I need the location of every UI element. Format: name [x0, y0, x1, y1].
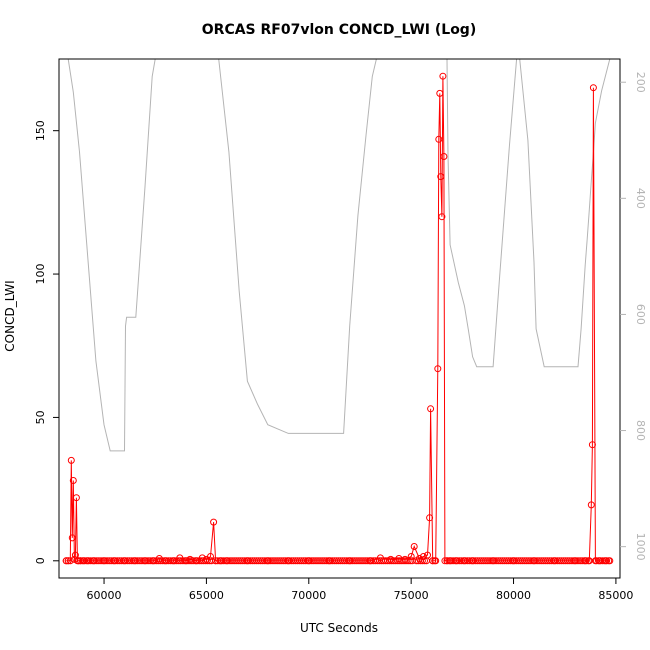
concd-point [346, 557, 354, 565]
concd-point [438, 213, 446, 221]
concd-point [210, 518, 218, 526]
concd-point [440, 153, 448, 160]
concd-point [415, 555, 423, 562]
concd-point [606, 557, 614, 565]
concd-point [469, 557, 477, 565]
concd-point [432, 557, 440, 565]
concd-point [62, 557, 70, 565]
concd-point [207, 553, 214, 560]
concd-point [434, 365, 442, 373]
concd-point [149, 557, 157, 565]
concd-point [581, 557, 589, 565]
concd-point [424, 551, 431, 559]
x-tick-label: 60000 [87, 589, 122, 602]
concd-point [68, 534, 76, 542]
concd-point [429, 557, 437, 565]
concd-point [427, 405, 435, 413]
concd-point [75, 557, 82, 565]
concd-point [170, 557, 178, 565]
concd-point [305, 557, 313, 565]
concd-point [510, 557, 517, 565]
chart-title: ORCAS RF07vlon CONCD_LWI (Log) [202, 22, 476, 38]
concd-point [198, 554, 206, 562]
concd-point [192, 557, 200, 565]
concd-point [602, 557, 610, 565]
secondary-series-line [65, 58, 611, 452]
concd-point [387, 555, 395, 563]
y2-tick-label: 800 [634, 420, 647, 441]
y2-tick-label: 400 [634, 188, 647, 209]
x-tick-label: 75000 [394, 589, 429, 602]
concd-point [141, 557, 149, 565]
x-tick-label: 65000 [189, 589, 224, 602]
concd-point [426, 514, 434, 522]
concd-point [69, 477, 77, 484]
concd-point [452, 557, 460, 565]
concd-point [110, 557, 118, 565]
concd-point [460, 557, 468, 565]
concd-point [77, 557, 84, 565]
concd-point [591, 557, 599, 565]
concd-point [176, 554, 184, 562]
concd-point [80, 557, 88, 565]
y-tick-label: 0 [34, 557, 47, 564]
y2-tick-label: 600 [634, 304, 647, 325]
concd-point [212, 557, 220, 565]
concd-point [407, 553, 415, 560]
x-tick-label: 85000 [598, 589, 633, 602]
concd-point [489, 557, 497, 565]
concd-point [435, 135, 443, 143]
plot-frame [58, 58, 621, 579]
concd-point [587, 501, 595, 509]
plot-area [62, 58, 614, 565]
concd-point [284, 557, 292, 565]
concd-point [571, 557, 579, 565]
x-axis-label: UTC Seconds [300, 621, 378, 635]
concd-point [530, 557, 538, 565]
concd-point [439, 72, 447, 80]
concd-point [162, 557, 169, 565]
concd-point [182, 557, 190, 565]
concd-point [223, 557, 231, 565]
concd-point [243, 557, 251, 565]
concd-point [551, 557, 558, 565]
y-tick-label: 100 [34, 264, 47, 285]
x-tick-label: 80000 [496, 589, 531, 602]
concd-point [589, 84, 597, 92]
y-axis-label: CONCD_LWI [3, 280, 17, 351]
concd-point [131, 557, 139, 565]
y2-tick-label: 200 [634, 72, 647, 93]
concd-point [90, 557, 98, 565]
concd-point [67, 456, 75, 464]
concd-point [376, 554, 384, 562]
concd-point [66, 557, 74, 565]
concd-point [401, 555, 409, 563]
y2-tick-label: 1000 [634, 533, 647, 561]
y-tick-label: 150 [34, 120, 47, 141]
concd-point [366, 557, 374, 565]
y-tick-label: 50 [34, 410, 47, 424]
concd-point [264, 557, 272, 565]
concd-point [441, 557, 449, 565]
concd-point [410, 543, 418, 550]
concd-point [100, 557, 108, 565]
concd-point [72, 494, 80, 502]
concd-point [121, 557, 128, 565]
concd-point [155, 555, 163, 562]
concd-point [419, 553, 427, 560]
concd-point [588, 441, 596, 449]
concd-point [443, 557, 451, 565]
concd-point [437, 173, 445, 181]
concd-point [325, 557, 333, 565]
concd-point [436, 89, 444, 97]
x-tick-label: 70000 [291, 589, 326, 602]
